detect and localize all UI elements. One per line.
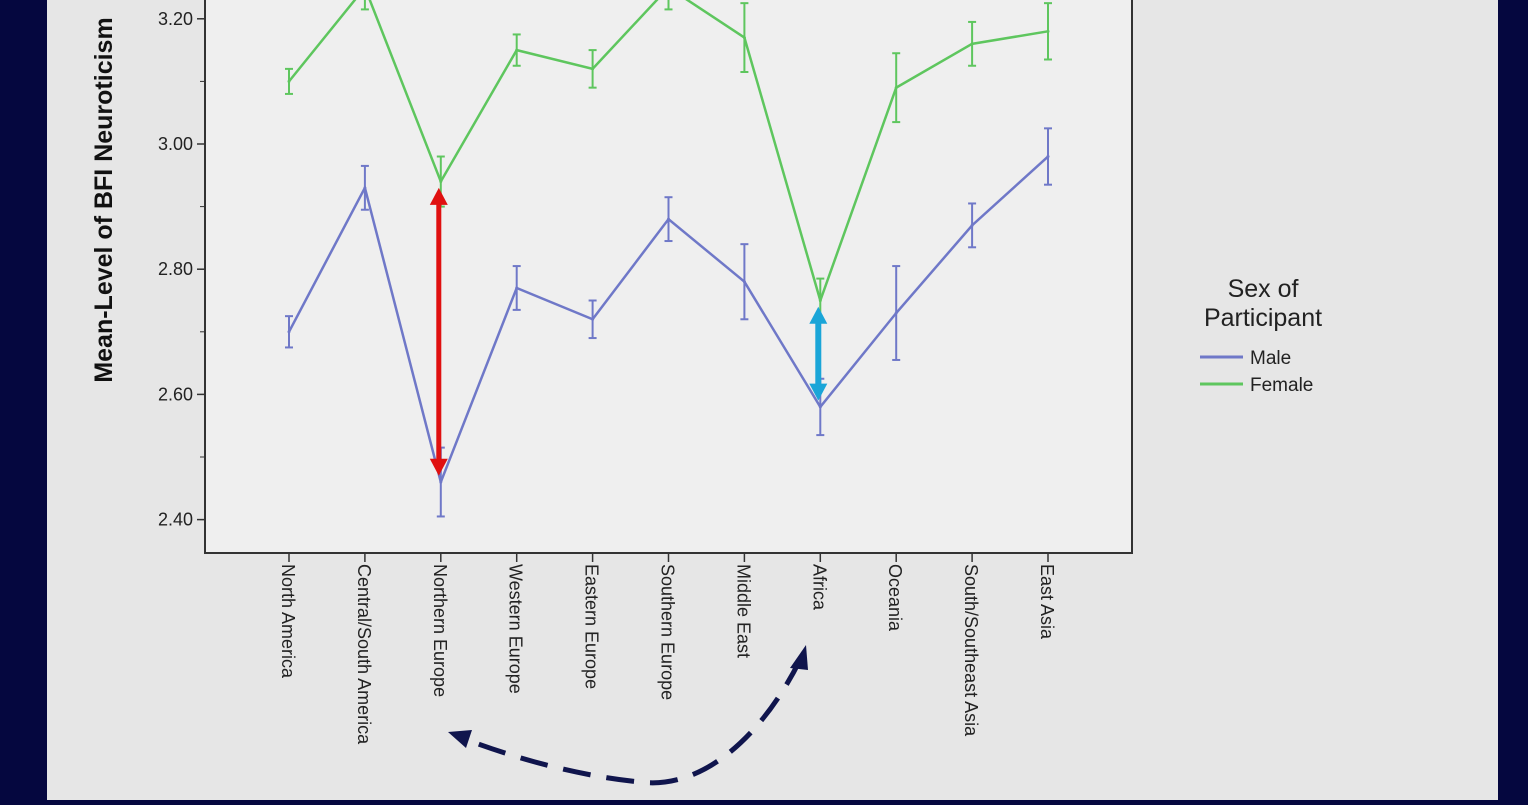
arrow-head-down xyxy=(809,383,828,401)
data-point xyxy=(515,48,519,52)
data-point xyxy=(742,280,746,284)
x-tick-label: Eastern Europe xyxy=(582,564,602,689)
data-point xyxy=(287,330,291,334)
curved-dashed-arrow xyxy=(448,645,808,786)
curved-arrow-head-left xyxy=(448,730,472,748)
x-tick-label: South/Southeast Asia xyxy=(961,564,981,737)
x-tick-label: Middle East xyxy=(733,564,753,658)
data-point xyxy=(1046,155,1050,159)
blue-double-arrow xyxy=(809,306,828,401)
data-point xyxy=(667,217,670,221)
y-tick-label: 3.00 xyxy=(158,134,193,154)
red-double-arrow xyxy=(429,187,448,476)
data-point xyxy=(894,311,898,315)
data-point xyxy=(818,299,822,302)
y-axis-label: Mean-Level of BFI Neuroticism xyxy=(90,17,118,382)
data-point xyxy=(591,317,595,321)
y-tick-label: 2.60 xyxy=(158,384,193,404)
x-tick-label: Oceania xyxy=(885,564,905,632)
curved-arrow-head-up xyxy=(790,645,808,670)
data-point xyxy=(591,67,595,71)
y-tick-label: 3.20 xyxy=(158,9,193,29)
arrow-head-up xyxy=(429,187,448,205)
x-tick-label: Western Europe xyxy=(506,564,526,694)
x-tick-label: North America xyxy=(278,564,298,679)
data-point xyxy=(515,286,519,290)
x-tick-label: East Asia xyxy=(1037,564,1057,640)
data-point xyxy=(970,42,974,46)
legend-label-male: Male xyxy=(1250,348,1291,369)
x-tick-label: Northern Europe xyxy=(430,564,450,697)
legend-label-female: Female xyxy=(1250,375,1313,396)
arrow-head-down xyxy=(429,458,448,476)
data-point xyxy=(818,405,822,409)
data-point xyxy=(439,480,443,484)
arrow-head-up xyxy=(809,306,828,324)
x-tick-label: Africa xyxy=(809,564,829,611)
y-tick-label: 2.40 xyxy=(158,510,193,530)
series-line-female xyxy=(288,0,1049,305)
data-point xyxy=(742,36,746,40)
data-point xyxy=(1046,29,1050,33)
data-point xyxy=(439,180,443,184)
legend-title: Sex of xyxy=(1228,275,1299,303)
x-tick-label: Southern Europe xyxy=(658,564,678,700)
legend-title: Participant xyxy=(1204,304,1322,332)
data-point xyxy=(363,186,367,190)
x-tick-label: Central/South America xyxy=(354,564,374,745)
data-point xyxy=(894,86,898,90)
plot-area xyxy=(204,0,1133,554)
data-point xyxy=(970,223,974,227)
y-tick-label: 2.80 xyxy=(158,259,193,279)
data-point xyxy=(287,79,291,83)
